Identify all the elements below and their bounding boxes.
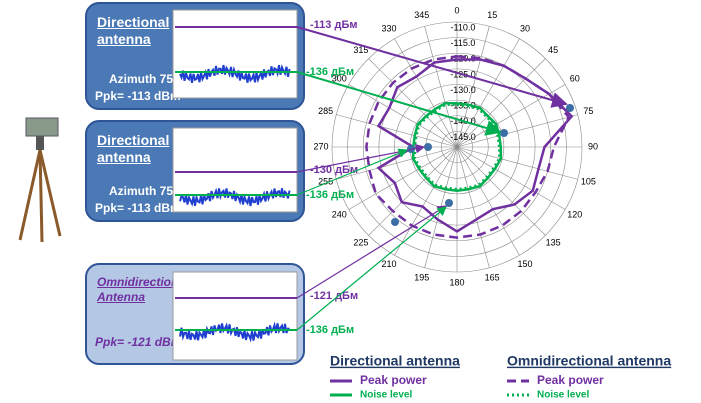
angle-label: 60 bbox=[570, 73, 580, 83]
angle-label: 15 bbox=[487, 10, 497, 20]
peak-label: -113 дБм bbox=[310, 19, 358, 31]
angle-label: 120 bbox=[567, 209, 582, 219]
angle-label: 75 bbox=[583, 106, 593, 116]
ring-grid-line bbox=[362, 52, 552, 242]
ppk: Ppk= -113 dBm bbox=[95, 89, 181, 103]
panel-title: Directional antenna bbox=[97, 132, 170, 165]
ring-grid-line bbox=[347, 37, 567, 257]
angle-label: 195 bbox=[414, 273, 429, 283]
ring-grid-line bbox=[394, 84, 520, 210]
antenna-icon bbox=[18, 117, 62, 243]
angle-label: 165 bbox=[485, 273, 500, 283]
angle-label: 0 bbox=[454, 5, 459, 15]
arrows bbox=[296, 26, 568, 331]
azimuth: Azimuth 75 bbox=[109, 184, 174, 198]
angle-label: 45 bbox=[548, 45, 558, 55]
legend-title: Omnidirectional antenna bbox=[507, 353, 671, 369]
ppk: Ppk= -121 dBm bbox=[95, 335, 182, 349]
angle-label: 105 bbox=[581, 177, 596, 187]
angle-label: 180 bbox=[449, 277, 464, 287]
legend-title: Directional antenna bbox=[330, 353, 460, 369]
angle-label: 255 bbox=[318, 177, 333, 187]
r-tick-label: -145.0 bbox=[450, 132, 476, 142]
ring-grid-line bbox=[441, 131, 473, 163]
series-line bbox=[365, 55, 571, 239]
spectrum-thumbnail bbox=[172, 9, 298, 99]
angle-label: 30 bbox=[520, 24, 530, 34]
legend-label: Noise level bbox=[360, 390, 412, 401]
angle-label: 300 bbox=[332, 73, 347, 83]
noise-label: -136 дБм bbox=[306, 324, 354, 336]
peak-label: -121 дБм bbox=[310, 290, 358, 302]
legend-label: Noise level bbox=[537, 390, 589, 401]
angle-label: 135 bbox=[546, 238, 561, 248]
angle-label: 270 bbox=[313, 141, 328, 151]
angle-label: 345 bbox=[414, 10, 429, 20]
angle-label: 330 bbox=[381, 24, 396, 34]
ring-grid-line bbox=[378, 68, 536, 226]
angle-label: 225 bbox=[353, 238, 368, 248]
r-tick-label: -110.0 bbox=[451, 22, 476, 32]
panel-title: Omnidirectional Antenna bbox=[97, 275, 189, 304]
r-tick-label: -130.0 bbox=[450, 85, 476, 95]
legend-label: Peak power bbox=[537, 373, 604, 387]
angle-label: 285 bbox=[318, 106, 333, 116]
spectrum-thumbnail bbox=[172, 271, 298, 361]
legend-label: Peak power bbox=[360, 373, 427, 387]
angle-label: 90 bbox=[588, 141, 598, 151]
noise-label: -136 дБм bbox=[306, 66, 354, 78]
noise-label: -136 дБм bbox=[306, 189, 354, 201]
angle-label: 240 bbox=[332, 209, 347, 219]
r-tick-label: -115.0 bbox=[451, 38, 476, 48]
angle-label: 150 bbox=[517, 259, 532, 269]
panel-title: Directional antenna bbox=[97, 14, 170, 47]
angle-label: 210 bbox=[381, 259, 396, 269]
ring-grid-line bbox=[331, 21, 583, 273]
azimuth: Azimuth 75 bbox=[109, 72, 174, 86]
angle-label: 315 bbox=[353, 45, 368, 55]
ppk: Ppk= -113 dBm bbox=[95, 201, 181, 215]
